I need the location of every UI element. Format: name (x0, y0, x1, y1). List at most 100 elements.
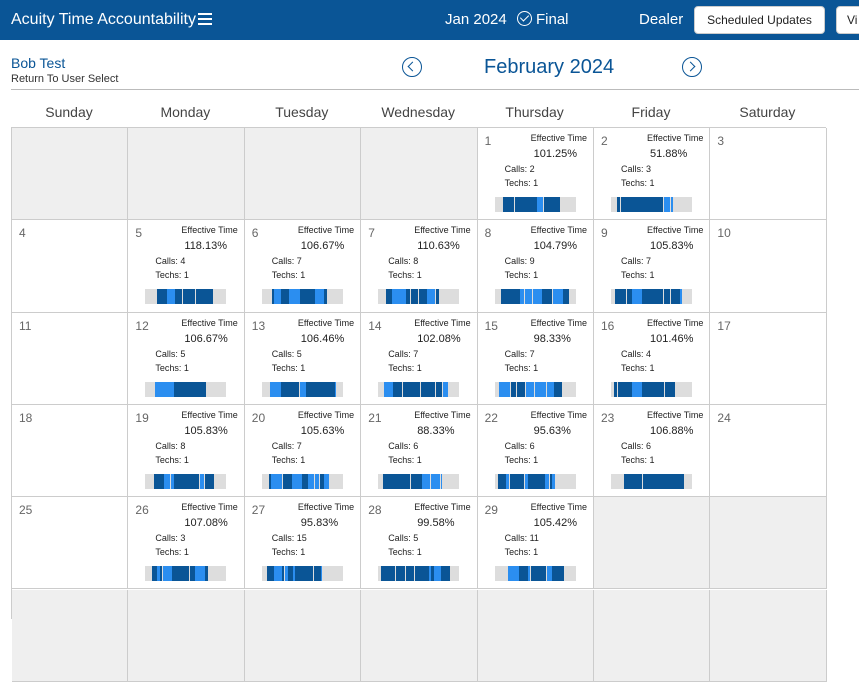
activity-segment (406, 566, 415, 582)
activity-segment (390, 566, 394, 582)
activity-segment (387, 473, 394, 489)
activity-segment (313, 566, 321, 582)
calendar-day-20[interactable]: 20 Effective Time 105.63% Calls: 7 Techs: 1 (244, 404, 362, 498)
calendar-day-5[interactable]: 5 Effective Time 118.13% Calls: 4 Techs: 1 (128, 220, 245, 313)
activity-segment (174, 473, 182, 489)
next-month-icon[interactable] (682, 57, 702, 77)
calendar-day-13[interactable]: 13 Effective Time 106.46% Calls: 5 Techs: 1 (244, 312, 362, 405)
day-number: 13 (251, 318, 266, 333)
activity-segment (431, 566, 435, 582)
activity-segment (434, 566, 442, 582)
calendar-day-21[interactable]: 21 Effective Time 88.33% Calls: 6 Techs: 1 (361, 404, 478, 498)
effective-time-label: Effective Time (414, 409, 471, 420)
effective-time-label: Effective Time (530, 502, 587, 513)
calendar-day-25[interactable]: 25 (12, 497, 129, 590)
previous-month-icon[interactable] (402, 57, 422, 77)
calendar-day-6[interactable]: 6 Effective Time 106.67% Calls: 7 Techs: 1 (244, 220, 362, 313)
effective-time-value: 104.79% (533, 240, 578, 253)
activity-timeline-bar (145, 289, 227, 305)
activity-segment (667, 381, 675, 397)
calendar-day-2[interactable]: 2 Effective Time 51.88% Calls: 3 Techs: 1 (594, 128, 711, 221)
activity-segment (181, 473, 192, 489)
calendar-day-3[interactable]: 3 (710, 128, 827, 221)
effective-time-value: 51.88% (650, 148, 688, 160)
view-button[interactable]: Vi (836, 6, 859, 34)
activity-segment (543, 197, 551, 212)
calendar-empty-cell (710, 589, 827, 682)
activity-segment (544, 473, 549, 489)
activity-segment (553, 381, 562, 397)
effective-time-value: 106.46% (300, 332, 345, 345)
techs-count: Techs: 1 (271, 547, 306, 558)
activity-segment (157, 566, 161, 582)
day-number: 16 (601, 318, 615, 333)
period-selector[interactable]: Jan 2024 (445, 11, 507, 28)
activity-timeline-bar (378, 473, 460, 489)
day-number: 18 (19, 410, 33, 425)
activity-segment (530, 566, 535, 582)
day-number: 4 (19, 226, 26, 241)
activity-segment (525, 381, 534, 397)
techs-count: Techs: 1 (504, 362, 539, 373)
calendar-day-12[interactable]: 12 Effective Time 106.67% Calls: 5 Techs: 1 (128, 312, 245, 405)
calendar-day-24[interactable]: 24 (710, 404, 827, 498)
activity-segment (443, 381, 449, 397)
day-number: 23 (601, 410, 615, 425)
activity-segment (288, 381, 291, 397)
activity-segment (532, 289, 542, 305)
return-to-user-select-link[interactable]: Return To User Select (11, 73, 119, 85)
calendar-day-10[interactable]: 10 (710, 220, 827, 313)
activity-segment (154, 473, 165, 489)
effective-time-value: 99.58% (417, 517, 455, 530)
calendar-day-14[interactable]: 14 Effective Time 102.08% Calls: 7 Techs: 1 (361, 312, 478, 405)
scheduled-updates-button[interactable]: Scheduled Updates (694, 6, 825, 34)
calendar-day-4[interactable]: 4 (12, 220, 129, 313)
effective-time-value: 95.83% (300, 517, 339, 530)
activity-segment (653, 473, 656, 489)
activity-segment (639, 473, 642, 489)
activity-segment (562, 289, 569, 305)
activity-segment (314, 473, 319, 489)
role-label[interactable]: Dealer (639, 11, 684, 28)
activity-timeline-bar (494, 566, 576, 582)
techs-count: Techs: 1 (155, 547, 189, 558)
calendar-day-26[interactable]: 26 Effective Time 107.08% Calls: 3 Techs: 1 (128, 497, 245, 590)
calendar-day-22[interactable]: 22 Effective Time 95.63% Calls: 6 Techs: 1 (477, 404, 594, 498)
calendar-day-11[interactable]: 11 (12, 312, 129, 405)
user-name-link[interactable]: Bob Test (11, 55, 66, 71)
activity-timeline-bar (261, 566, 343, 582)
calls-count: Calls: 6 (504, 440, 535, 451)
calendar-day-19[interactable]: 19 Effective Time 105.83% Calls: 8 Techs: 1 (128, 404, 245, 498)
activity-segment (393, 566, 396, 582)
activity-segment (552, 289, 563, 305)
techs-count: Techs: 1 (271, 270, 306, 281)
calendar-day-29[interactable]: 29 Effective Time 105.42% Calls: 11 Techs: 1 (477, 497, 594, 590)
activity-segment (181, 381, 191, 397)
activity-segment (661, 473, 672, 489)
calls-count: Calls: 5 (388, 533, 419, 544)
activity-segment (513, 473, 524, 489)
activity-segment (269, 381, 277, 397)
calendar-day-7[interactable]: 7 Effective Time 110.63% Calls: 8 Techs: 1 (361, 220, 478, 313)
day-number: 24 (717, 410, 731, 425)
calendar-day-18[interactable]: 18 (12, 404, 129, 498)
day-number: 26 (135, 503, 149, 518)
calendar-day-28[interactable]: 28 Effective Time 99.58% Calls: 5 Techs: 1 (361, 497, 478, 590)
calendar-day-23[interactable]: 23 Effective Time 106.88% Calls: 6 Techs: 1 (594, 404, 711, 498)
month-title: February 2024 (484, 56, 615, 78)
techs-count: Techs: 1 (155, 454, 189, 465)
calendar-day-1[interactable]: 1 Effective Time 101.25% Calls: 2 Techs: 1 (477, 128, 594, 221)
calendar-day-17[interactable]: 17 (710, 312, 827, 405)
activity-segment (190, 381, 197, 397)
activity-segment (507, 566, 519, 582)
hamburger-menu-icon[interactable] (198, 13, 212, 25)
activity-segment (205, 566, 209, 582)
calendar-day-16[interactable]: 16 Effective Time 101.46% Calls: 4 Techs: 1 (594, 312, 711, 405)
calendar-day-9[interactable]: 9 Effective Time 105.83% Calls: 7 Techs: 1 (594, 220, 711, 313)
calendar-day-15[interactable]: 15 Effective Time 98.33% Calls: 7 Techs: 1 (477, 312, 594, 405)
activity-timeline-bar (261, 381, 343, 397)
calendar-day-27[interactable]: 27 Effective Time 95.83% Calls: 15 Techs: 1 (244, 497, 362, 590)
calendar-day-8[interactable]: 8 Effective Time 104.79% Calls: 9 Techs: 1 (477, 220, 594, 313)
activity-segment (538, 473, 545, 489)
activity-segment (170, 566, 173, 582)
